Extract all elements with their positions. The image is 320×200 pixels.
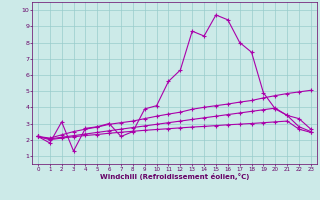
X-axis label: Windchill (Refroidissement éolien,°C): Windchill (Refroidissement éolien,°C) bbox=[100, 173, 249, 180]
